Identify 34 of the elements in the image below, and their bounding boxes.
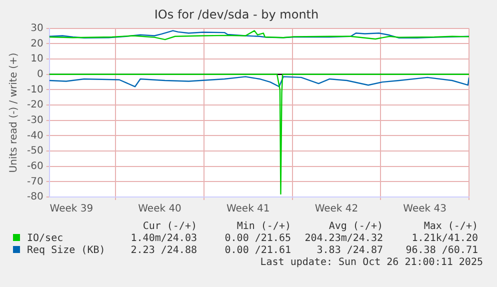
x-tick-label: Week 43 <box>403 204 446 215</box>
y-tick-label: -20 <box>26 100 44 111</box>
x-tick-label: Week 39 <box>50 204 94 215</box>
text: Min (-/+) <box>236 221 291 232</box>
x-tick-label: Week 42 <box>314 204 358 215</box>
y-tick-label: 30 <box>30 22 44 34</box>
legend-label: Req Size (KB) <box>26 245 106 257</box>
text: 204.23m/24.32 <box>304 233 383 244</box>
text: Cur (-/+) <box>142 221 197 233</box>
y-tick-label: -10 <box>26 84 44 96</box>
text: 96.38 /60.71 <box>406 245 478 256</box>
text: Max (-/+) <box>424 221 478 232</box>
text: 1.40m/24.03 <box>130 233 197 245</box>
x-tick-label: Week 41 <box>226 204 270 215</box>
text: Last update: Sun Oct 26 21:00:11 2025 <box>260 257 483 269</box>
text: 0.00 /21.65 <box>224 233 291 244</box>
text: 2.23 /24.88 <box>130 245 197 256</box>
text: 0.00 /21.61 <box>224 245 291 256</box>
y-tick-label: -30 <box>26 114 44 126</box>
text: 1.21k/41.20 <box>412 233 478 244</box>
y-tick-label: -60 <box>26 160 44 172</box>
y-tick-label: 20 <box>30 38 44 50</box>
chart-title: IOs for /dev/sda - by month <box>154 7 319 22</box>
text: Avg (-/+) <box>328 221 383 232</box>
legend-label: IO/sec <box>26 233 64 245</box>
y-axis-title: Units read (-) / write (+) <box>8 52 20 173</box>
y-tick-label: -50 <box>26 146 44 157</box>
y-tick-label: 0 <box>36 68 44 80</box>
x-tick-label: Week 40 <box>138 204 182 215</box>
y-tick-label: -70 <box>26 176 44 188</box>
text: 3.83 /24.87 <box>316 245 383 256</box>
y-tick-label: -80 <box>26 192 44 203</box>
y-tick-label: 10 <box>30 54 44 65</box>
y-tick-label: -40 <box>26 130 44 142</box>
